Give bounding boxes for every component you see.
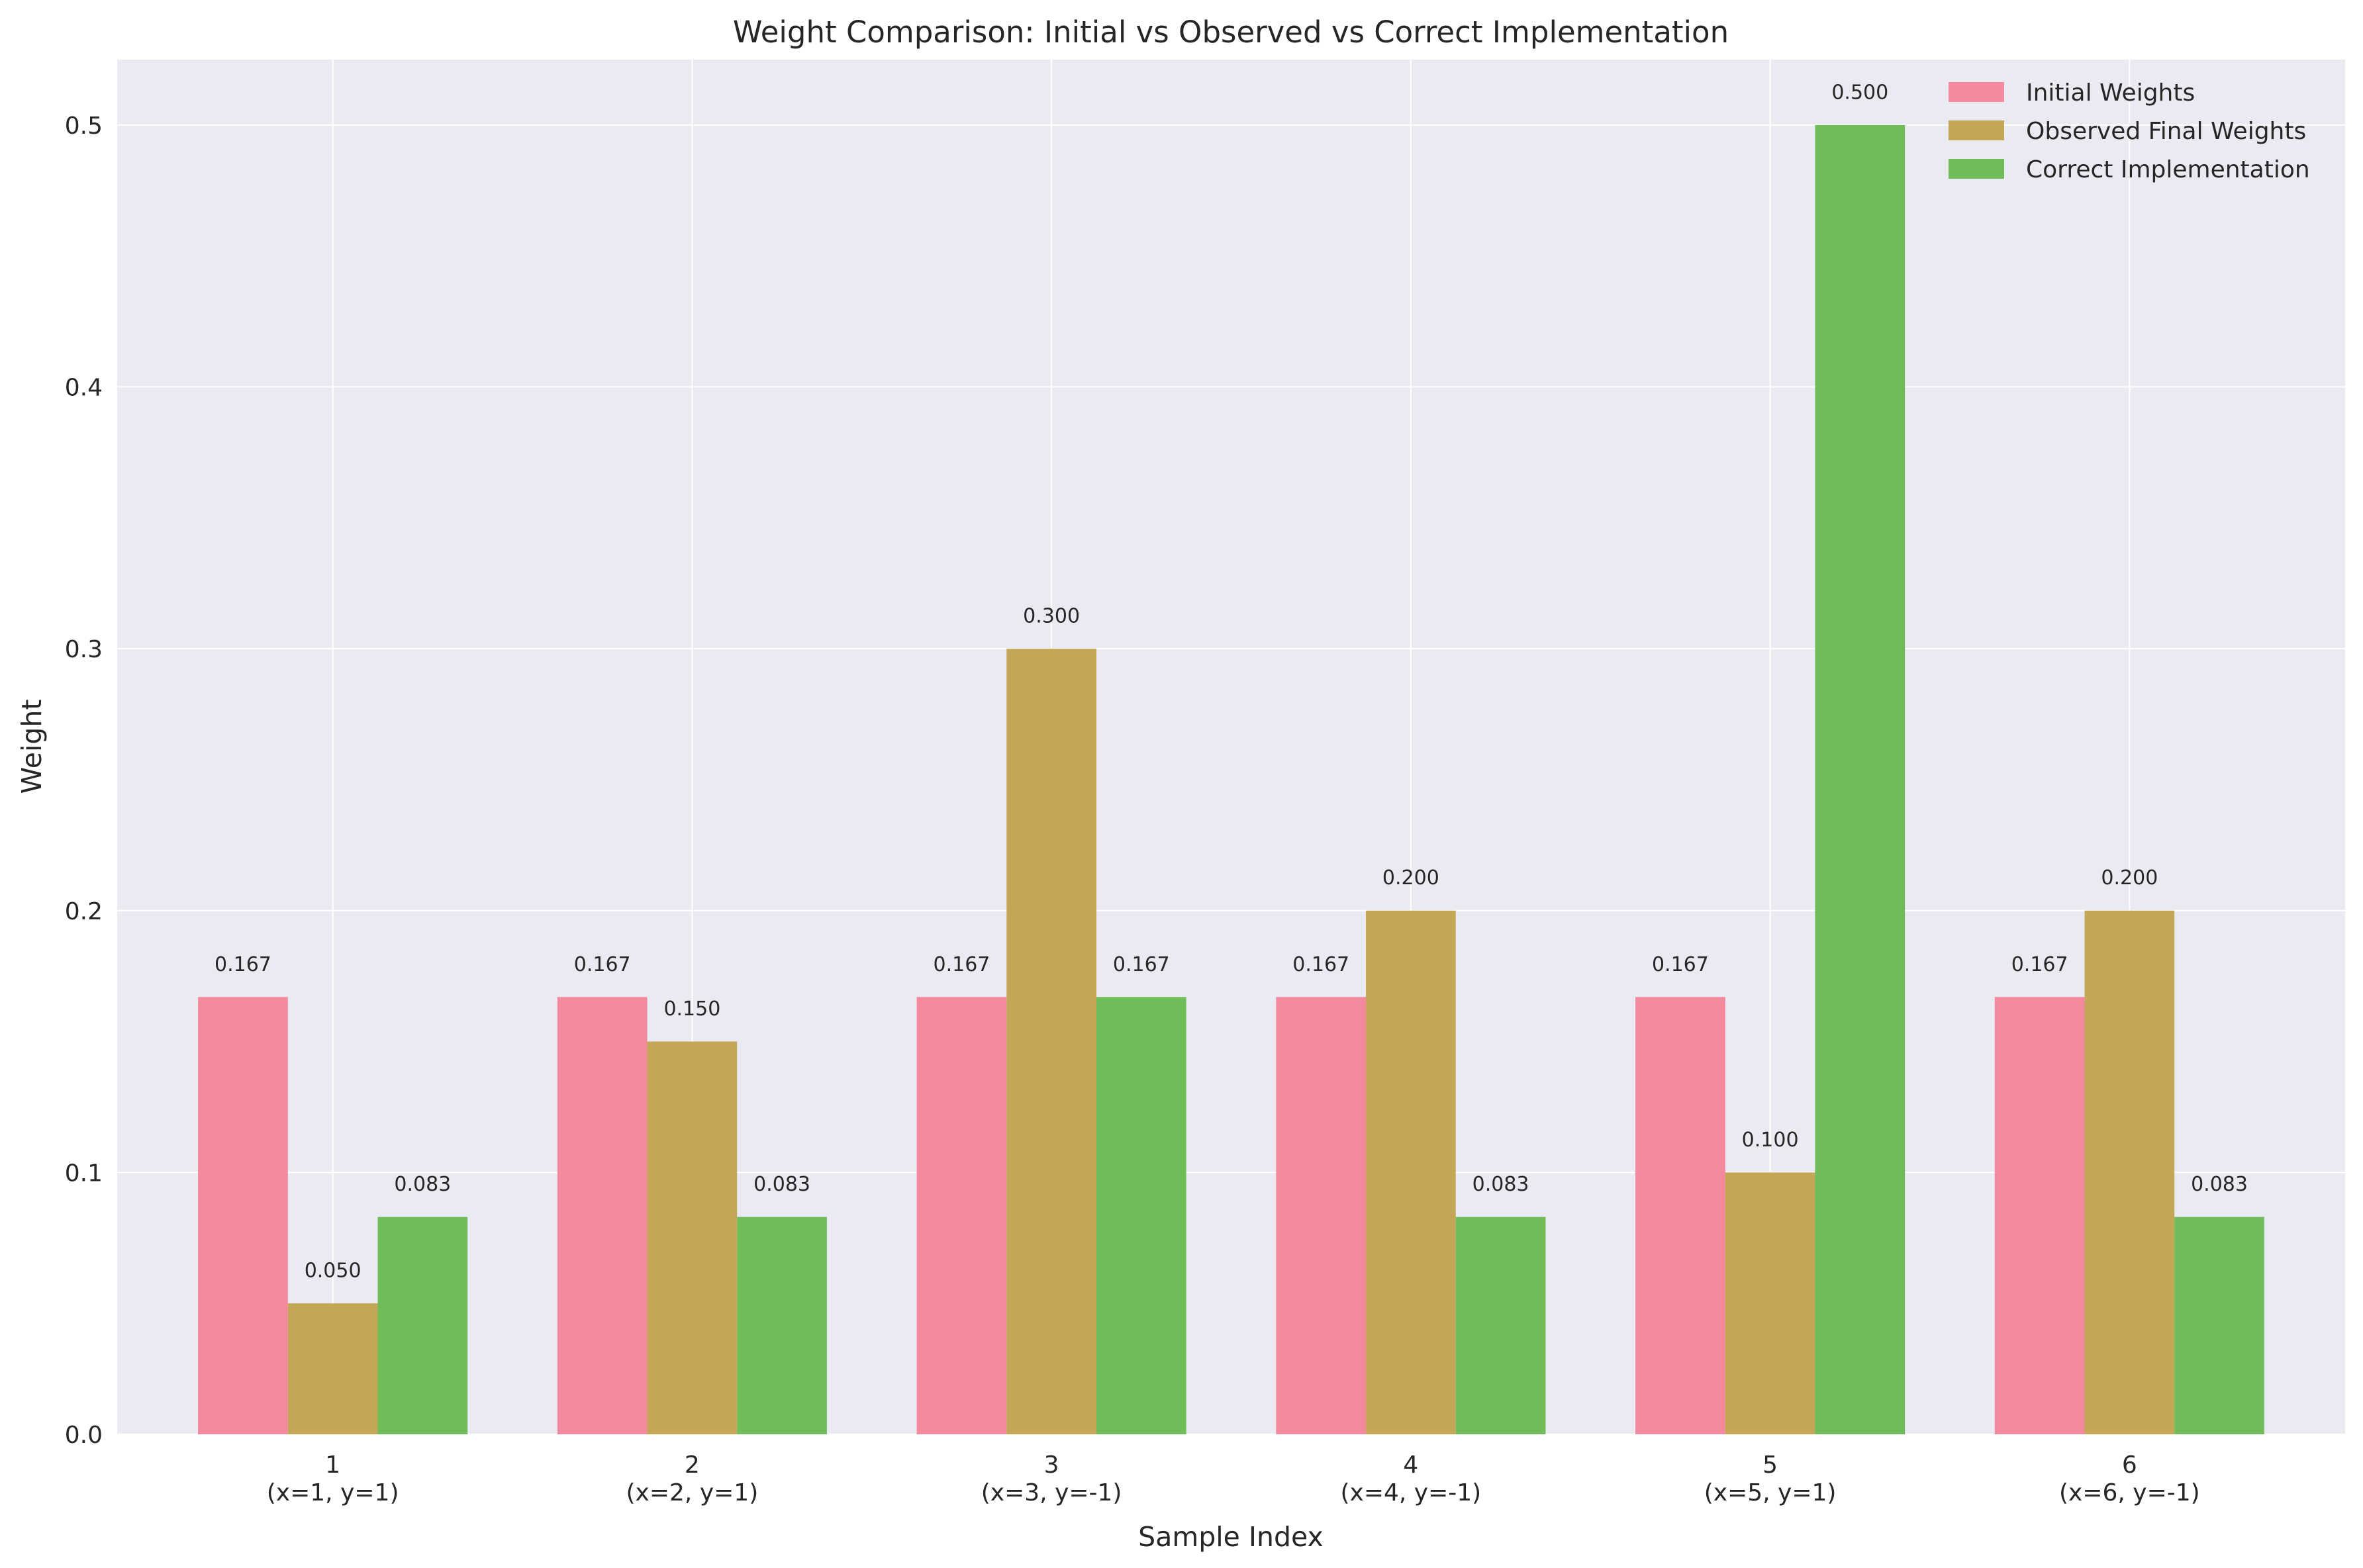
bar-value-label: 0.083 [753,1173,810,1196]
bar [737,1217,827,1434]
x-tick-label: 5 [1762,1452,1778,1479]
y-tick-label: 0.0 [65,1422,103,1449]
y-axis-title: Weight [16,700,48,794]
bar-value-label: 0.200 [2101,866,2158,890]
bar [1276,997,1367,1434]
bar [557,997,648,1434]
bar [1994,997,2085,1434]
bar-value-label: 0.083 [2191,1173,2248,1196]
bar [1725,1172,1815,1434]
bar-value-labels: 0.167 0.167 0.167 0.167 0.167 0.167 0.050 0.150… [215,81,2248,1282]
legend-label: Observed Final Weights [2026,118,2306,145]
bar-value-label: 0.167 [2011,953,2068,976]
bar-value-label: 0.167 [933,953,990,976]
bar [1455,1217,1546,1434]
legend: Initial Weights Observed Final Weights Cor… [1949,79,2310,183]
bar-value-label: 0.200 [1382,866,1439,890]
x-tick-sublabel: (x=5, y=1) [1704,1479,1837,1506]
bar-value-label: 0.500 [1831,81,1888,104]
bar [287,1303,378,1434]
bar [2174,1217,2264,1434]
bar-value-label: 0.167 [1113,953,1170,976]
legend-label: Correct Implementation [2026,156,2310,183]
bar [1366,910,1456,1434]
bar-value-label: 0.300 [1023,605,1080,628]
chart-title: Weight Comparison: Initial vs Observed v… [733,15,1729,50]
x-tick-label: 6 [2122,1452,2137,1479]
bar-value-label: 0.167 [215,953,271,976]
bar-value-label: 0.083 [1472,1173,1529,1196]
bar [1815,124,1905,1434]
bar [647,1041,738,1434]
bar [377,1217,468,1434]
legend-label: Initial Weights [2026,79,2195,107]
bar [1635,997,1725,1434]
x-axis-ticks: 1(x=1, y=1) 2(x=2, y=1) 3(x=3, y=-1) 4(x=4,… [267,1452,2200,1506]
bar-value-label: 0.167 [1292,953,1349,976]
x-tick-label: 4 [1403,1452,1418,1479]
bar [916,997,1007,1434]
legend-swatch [1949,159,2004,179]
bar-value-label: 0.150 [663,997,720,1021]
x-tick-sublabel: (x=3, y=-1) [981,1479,1122,1506]
x-tick-label: 2 [685,1452,700,1479]
y-tick-label: 0.1 [65,1160,103,1187]
bar [198,997,288,1434]
bar-value-label: 0.083 [394,1173,451,1196]
x-tick-sublabel: (x=2, y=1) [626,1479,759,1506]
x-axis-title: Sample Index [1138,1521,1324,1553]
bar [2084,910,2175,1434]
bars [198,124,2264,1435]
bar-value-label: 0.050 [305,1260,362,1283]
y-tick-label: 0.4 [65,375,103,402]
legend-swatch [1949,120,2004,140]
bar-value-label: 0.167 [1652,953,1709,976]
bar [1006,649,1096,1435]
bar [1096,997,1186,1434]
x-tick-sublabel: (x=1, y=1) [267,1479,399,1506]
y-tick-label: 0.2 [65,898,103,925]
y-axis-ticks: 0.0 0.1 0.2 0.3 0.4 0.5 [65,113,103,1449]
x-tick-label: 1 [325,1452,340,1479]
y-tick-label: 0.3 [65,636,103,663]
y-tick-label: 0.5 [65,113,103,140]
legend-swatch [1949,82,2004,102]
x-tick-label: 3 [1044,1452,1059,1479]
x-tick-sublabel: (x=4, y=-1) [1341,1479,1482,1506]
bar-value-label: 0.100 [1742,1129,1799,1152]
x-tick-sublabel: (x=6, y=-1) [2059,1479,2200,1506]
plot-area [117,60,2345,1434]
bar-value-label: 0.167 [574,953,631,976]
